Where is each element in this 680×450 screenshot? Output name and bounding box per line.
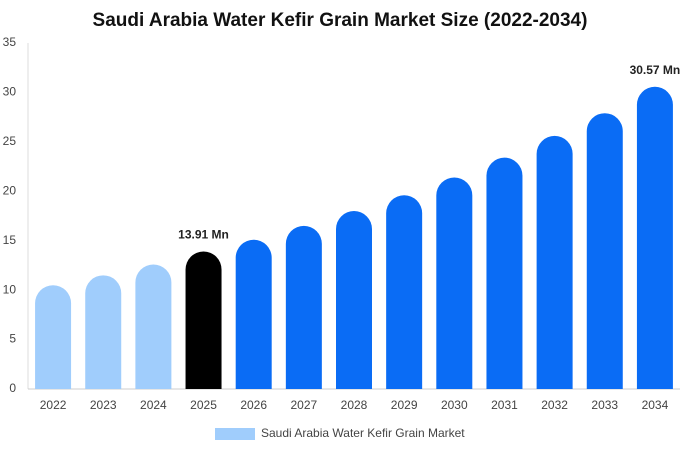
- x-tick-label: 2026: [240, 398, 267, 412]
- value-label: 13.91 Mn: [178, 228, 229, 242]
- x-tick-label: 2032: [541, 398, 568, 412]
- x-tick-label: 2030: [441, 398, 468, 412]
- y-tick-label: 25: [3, 134, 17, 148]
- x-tick-label: 2034: [642, 398, 669, 412]
- x-tick-label: 2031: [491, 398, 518, 412]
- x-tick-label: 2024: [140, 398, 167, 412]
- bar: [536, 135, 573, 389]
- bar: [486, 157, 523, 389]
- y-tick-label: 30: [3, 85, 17, 99]
- bar: [135, 264, 172, 389]
- chart-title: Saudi Arabia Water Kefir Grain Market Si…: [93, 10, 588, 31]
- bar: [436, 177, 473, 389]
- bar: [35, 285, 72, 389]
- x-tick-label: 2022: [40, 398, 67, 412]
- y-tick-label: 10: [3, 282, 17, 296]
- x-tick-label: 2028: [341, 398, 368, 412]
- bar: [185, 251, 222, 389]
- bar: [336, 211, 372, 389]
- bar: [636, 86, 673, 390]
- x-tick-label: 2025: [190, 398, 217, 412]
- x-tick-label: 2027: [290, 398, 317, 412]
- value-label: 30.57 Mn: [630, 63, 680, 77]
- y-tick-label: 35: [3, 35, 17, 49]
- bar: [85, 275, 122, 389]
- bar: [386, 195, 423, 389]
- y-tick-label: 15: [3, 233, 17, 247]
- x-tick-label: 2023: [90, 398, 117, 412]
- y-tick-label: 0: [9, 381, 16, 395]
- bar: [285, 225, 322, 389]
- y-tick-label: 20: [3, 183, 17, 197]
- bar: [235, 239, 272, 389]
- y-tick-label: 5: [9, 332, 16, 346]
- legend-swatch: [215, 428, 255, 440]
- x-tick-label: 2033: [591, 398, 618, 412]
- x-tick-label: 2029: [391, 398, 418, 412]
- legend-label: Saudi Arabia Water Kefir Grain Market: [261, 426, 465, 440]
- bar: [586, 113, 623, 389]
